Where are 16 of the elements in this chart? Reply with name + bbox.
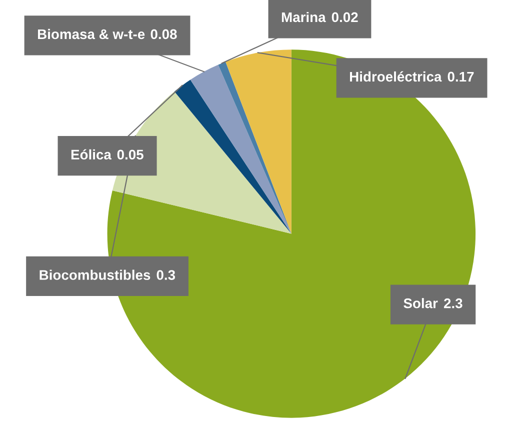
slice-label: Solar — [404, 298, 438, 308]
slice-label: Biomasa & w-t-e — [38, 28, 145, 40]
data-label: 2.3 — [444, 298, 462, 308]
slice-label: Hidroeléctrica — [350, 71, 442, 82]
slice-label: Marina — [282, 12, 326, 22]
pie-slice — [174, 80, 292, 234]
slice-label: Biocombustibles — [40, 270, 150, 280]
data-label: 0.08 — [150, 29, 177, 40]
data-label: 0.05 — [117, 150, 144, 160]
data-label: 0.02 — [332, 12, 358, 22]
slice-label: Eólica — [71, 149, 112, 160]
pie-slice — [190, 64, 292, 234]
data-label: 0.17 — [448, 72, 474, 82]
pie-slice — [218, 62, 292, 234]
pie-slice — [226, 50, 292, 234]
data-label: 0.3 — [156, 270, 176, 280]
